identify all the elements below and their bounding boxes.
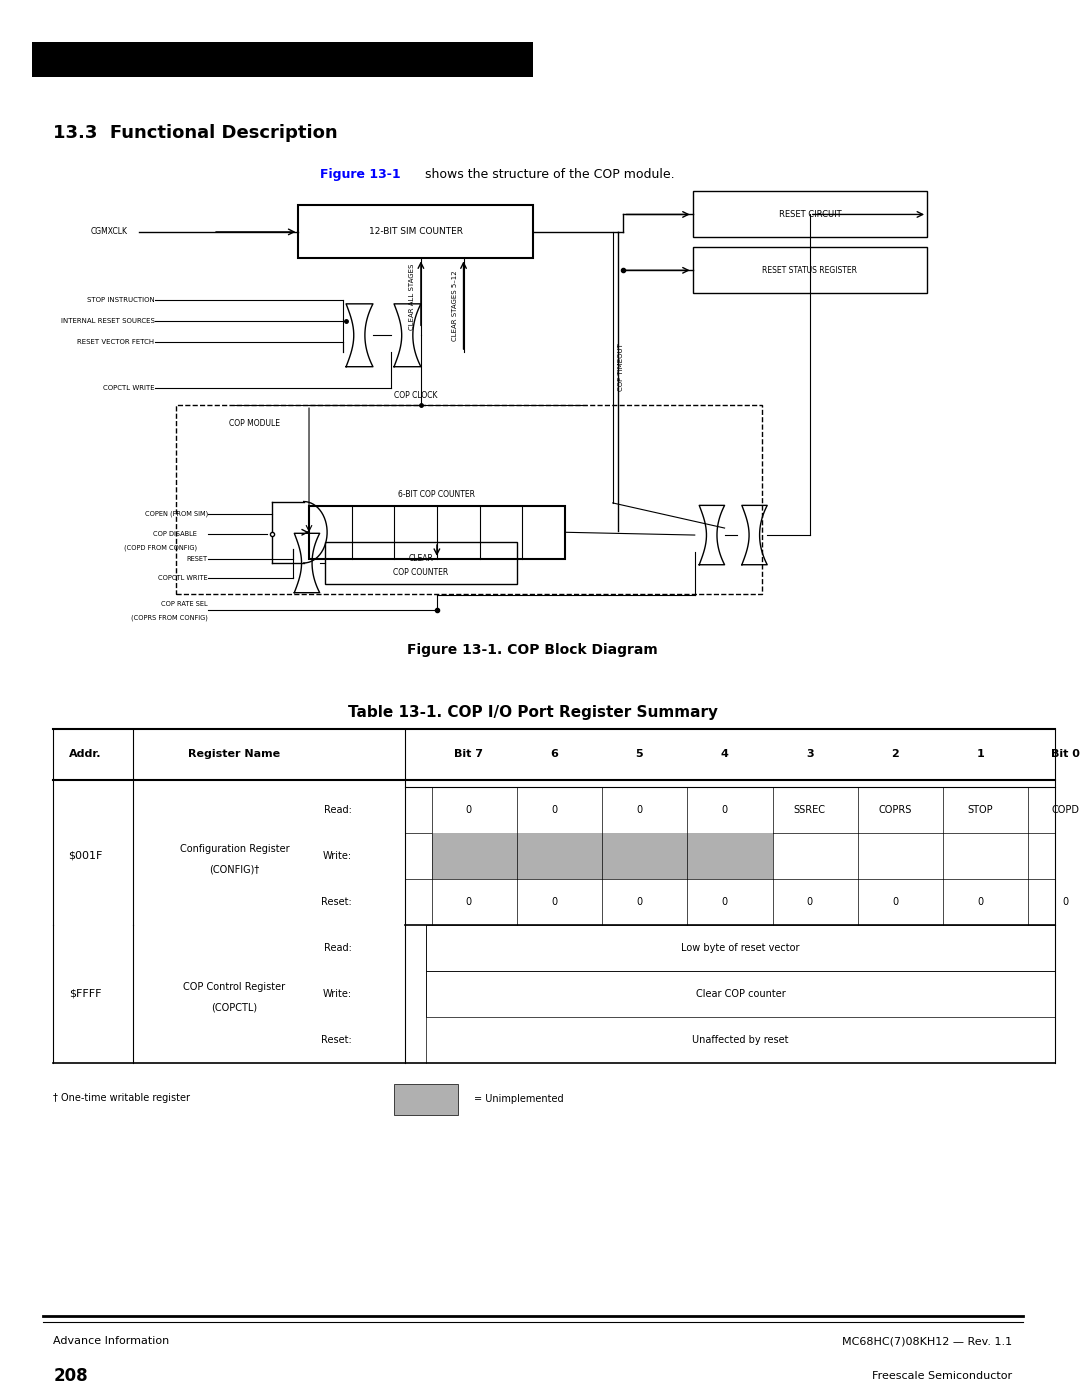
Text: Addr.: Addr. <box>69 749 102 760</box>
Text: CLEAR STAGES 5–12: CLEAR STAGES 5–12 <box>453 270 458 341</box>
Text: Freescale Semiconductor: Freescale Semiconductor <box>873 1370 1012 1382</box>
Text: 0: 0 <box>721 897 728 907</box>
Text: Low byte of reset vector: Low byte of reset vector <box>681 943 800 953</box>
Text: $FFFF: $FFFF <box>69 989 102 999</box>
Text: COPRS: COPRS <box>878 805 912 814</box>
Text: Configuration Register: Configuration Register <box>179 844 289 854</box>
Text: Table 13-1. COP I/O Port Register Summary: Table 13-1. COP I/O Port Register Summar… <box>348 705 718 719</box>
Text: = Unimplemented: = Unimplemented <box>474 1094 564 1105</box>
Text: Advance Information: Advance Information <box>53 1336 170 1347</box>
Text: 0: 0 <box>636 805 643 814</box>
Text: 12-BIT SIM COUNTER: 12-BIT SIM COUNTER <box>368 228 462 236</box>
Text: 0: 0 <box>977 897 984 907</box>
Text: CLEAR ALL STAGES: CLEAR ALL STAGES <box>409 264 416 330</box>
Text: shows the structure of the COP module.: shows the structure of the COP module. <box>421 168 675 182</box>
Text: 0: 0 <box>807 897 813 907</box>
Text: 208: 208 <box>53 1368 87 1384</box>
Text: COPD: COPD <box>1052 805 1080 814</box>
Text: 13.3  Functional Description: 13.3 Functional Description <box>53 124 338 141</box>
Text: COP MODULE: COP MODULE <box>229 419 280 427</box>
Text: Read:: Read: <box>324 943 352 953</box>
Text: STOP: STOP <box>968 805 994 814</box>
Text: MC68HC(7)08KH12 — Rev. 1.1: MC68HC(7)08KH12 — Rev. 1.1 <box>842 1336 1012 1347</box>
Text: COP Control Register: COP Control Register <box>184 982 285 992</box>
Text: COP TIMEOUT: COP TIMEOUT <box>618 344 624 391</box>
Text: COPCTL WRITE: COPCTL WRITE <box>103 386 154 391</box>
Text: CGMXCLK: CGMXCLK <box>91 228 127 236</box>
Text: 0: 0 <box>1063 897 1068 907</box>
Text: RESET CIRCUIT: RESET CIRCUIT <box>779 210 841 219</box>
Text: 0: 0 <box>892 897 899 907</box>
Text: 6-BIT COP COUNTER: 6-BIT COP COUNTER <box>399 490 475 499</box>
Text: COP DISABLE: COP DISABLE <box>153 531 198 536</box>
Text: (COPCTL): (COPCTL) <box>212 1003 257 1013</box>
Bar <box>32 42 532 77</box>
Text: (COPD FROM CONFIG): (COPD FROM CONFIG) <box>124 545 198 550</box>
Text: † One-time writable register: † One-time writable register <box>53 1092 190 1104</box>
Bar <box>176 405 761 594</box>
Text: Write:: Write: <box>323 989 352 999</box>
Text: 1: 1 <box>976 749 984 760</box>
Text: Bit 7: Bit 7 <box>455 749 484 760</box>
Text: Bit 0: Bit 0 <box>1051 749 1080 760</box>
Text: 6: 6 <box>550 749 558 760</box>
Bar <box>432 833 772 879</box>
Text: Clear COP counter: Clear COP counter <box>696 989 785 999</box>
Text: Reset:: Reset: <box>321 897 352 907</box>
Text: 0: 0 <box>465 805 472 814</box>
Text: 3: 3 <box>806 749 813 760</box>
Text: Write:: Write: <box>323 851 352 861</box>
Text: (CONFIG)†: (CONFIG)† <box>210 865 259 875</box>
Text: 0: 0 <box>465 897 472 907</box>
Text: STOP INSTRUCTION: STOP INSTRUCTION <box>86 298 154 303</box>
Text: 4: 4 <box>720 749 729 760</box>
Text: Reset:: Reset: <box>321 1035 352 1045</box>
Text: (COPRS FROM CONFIG): (COPRS FROM CONFIG) <box>131 615 207 620</box>
Text: Register Name: Register Name <box>188 749 281 760</box>
Text: 0: 0 <box>636 897 643 907</box>
Text: Read:: Read: <box>324 805 352 814</box>
Bar <box>394 1084 458 1115</box>
Text: INTERNAL RESET SOURCES: INTERNAL RESET SOURCES <box>60 319 154 324</box>
Text: RESET STATUS REGISTER: RESET STATUS REGISTER <box>762 265 858 275</box>
Text: Unaffected by reset: Unaffected by reset <box>692 1035 788 1045</box>
Text: COP RATE SEL: COP RATE SEL <box>161 601 207 606</box>
Text: COP CLOCK: COP CLOCK <box>394 391 437 400</box>
Text: Figure 13-1. COP Block Diagram: Figure 13-1. COP Block Diagram <box>407 643 658 657</box>
Text: Figure 13-1: Figure 13-1 <box>320 168 401 182</box>
Text: $001F: $001F <box>68 851 103 861</box>
Text: 2: 2 <box>891 749 899 760</box>
Text: COPEN (FROM SIM): COPEN (FROM SIM) <box>145 511 207 517</box>
Text: 5: 5 <box>635 749 644 760</box>
Text: 0: 0 <box>551 897 557 907</box>
Text: SSREC: SSREC <box>794 805 826 814</box>
Text: 0: 0 <box>721 805 728 814</box>
Text: COP COUNTER: COP COUNTER <box>393 569 448 577</box>
Text: RESET VECTOR FETCH: RESET VECTOR FETCH <box>78 339 154 345</box>
Text: CLEAR: CLEAR <box>408 555 433 563</box>
Text: RESET: RESET <box>187 556 207 562</box>
Text: 0: 0 <box>551 805 557 814</box>
Text: COPCTL WRITE: COPCTL WRITE <box>158 576 207 581</box>
